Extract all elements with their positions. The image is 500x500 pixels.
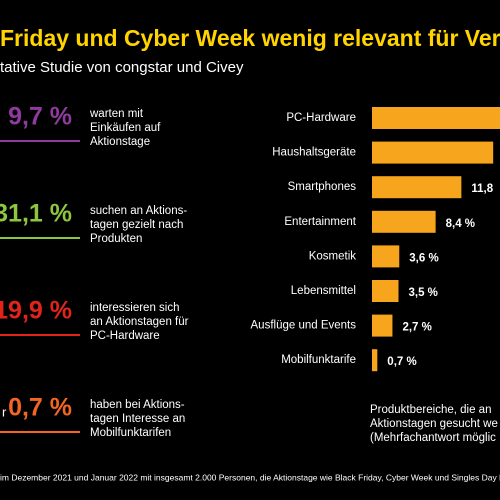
stat-text: PC-Hardware bbox=[90, 330, 160, 342]
bar bbox=[372, 314, 393, 337]
category-label: PC-Hardware bbox=[286, 112, 356, 124]
stat-value: 0,7 % bbox=[8, 394, 72, 422]
title: Friday und Cyber Week wenig relevant für… bbox=[0, 25, 500, 51]
stat-text: Aktionstage bbox=[90, 136, 150, 148]
value-label: 3,6 % bbox=[409, 252, 438, 264]
subtitle: tative Studie von congstar und Civey bbox=[0, 59, 244, 76]
bar bbox=[372, 349, 378, 372]
stat-underline bbox=[0, 237, 80, 239]
stat-value: 9,7 % bbox=[8, 103, 72, 131]
stat-text: interessieren sich bbox=[90, 302, 179, 314]
value-label: 11,8 bbox=[471, 183, 493, 195]
stat-value: 31,1 % bbox=[0, 200, 72, 228]
stat-prefix: r bbox=[2, 404, 7, 419]
stat-value: 19,9 % bbox=[0, 297, 72, 325]
stat-underline bbox=[0, 334, 80, 336]
caption: Aktionstagen gesucht we bbox=[370, 418, 498, 430]
caption: (Mehrfachantwort möglic bbox=[370, 432, 496, 444]
caption: Produktbereiche, die an bbox=[370, 404, 491, 416]
bar bbox=[372, 280, 399, 302]
stat-text: Mobilfunktarifen bbox=[90, 427, 171, 439]
stat-text: Einkäufen auf bbox=[90, 122, 161, 134]
category-label: Smartphones bbox=[288, 181, 357, 193]
footnote: im Dezember 2021 und Januar 2022 mit ins… bbox=[0, 472, 500, 482]
bar bbox=[372, 245, 400, 268]
stat-text: Produkten bbox=[90, 233, 142, 245]
stat-text: tagen Interesse an bbox=[90, 413, 185, 425]
category-label: Kosmetik bbox=[309, 250, 357, 262]
stat-text: warten mit bbox=[89, 108, 144, 120]
value-label: 2,7 % bbox=[402, 322, 431, 334]
stat-text: an Aktionstagen für bbox=[90, 316, 189, 328]
value-label: 3,5 % bbox=[409, 287, 438, 299]
stat-text: haben bei Aktions- bbox=[90, 399, 185, 411]
stat-text: suchen an Aktions- bbox=[90, 205, 187, 217]
category-label: Mobilfunktarife bbox=[281, 354, 356, 366]
category-label: Entertainment bbox=[284, 216, 356, 228]
category-label: Haushaltsgeräte bbox=[272, 147, 356, 159]
bar bbox=[372, 141, 494, 164]
bar bbox=[372, 176, 462, 199]
category-label: Lebensmittel bbox=[291, 285, 356, 297]
stat-underline bbox=[0, 140, 80, 142]
stat-underline bbox=[0, 431, 80, 433]
value-label: 8,4 % bbox=[446, 218, 475, 230]
bar bbox=[372, 210, 436, 233]
category-label: Ausflüge und Events bbox=[251, 320, 357, 332]
bar bbox=[372, 107, 500, 129]
stat-text: tagen gezielt nach bbox=[90, 219, 183, 231]
value-label: 0,7 % bbox=[387, 356, 416, 368]
